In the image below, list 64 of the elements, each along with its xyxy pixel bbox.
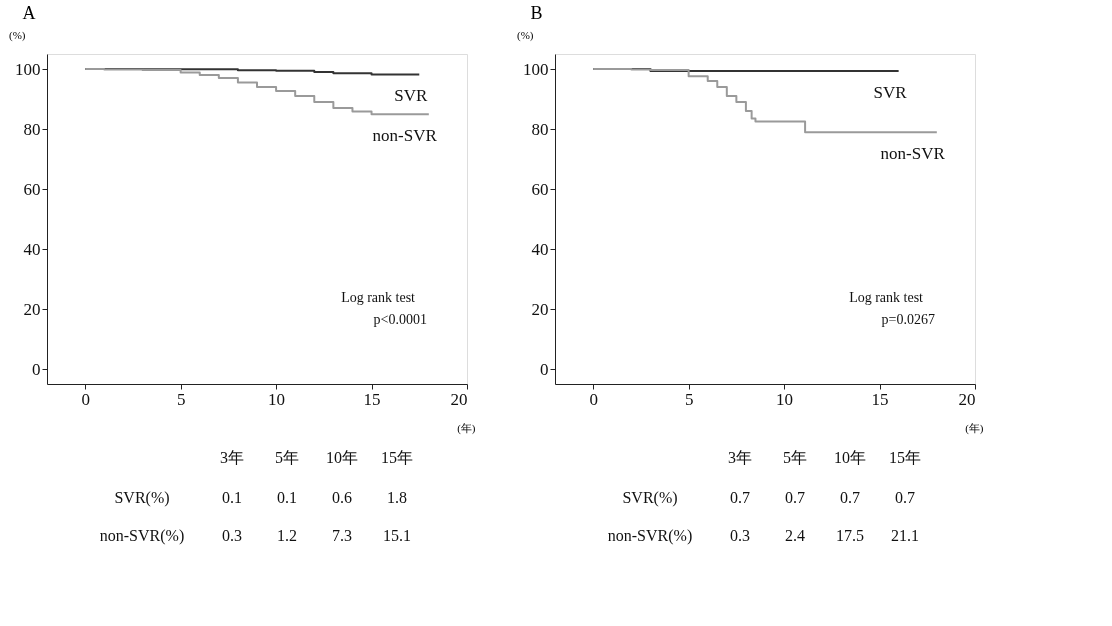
text: 5年 [275,449,299,466]
y-tick-label: 20 [531,299,549,319]
y-tick-label: 60 [23,179,41,199]
annotation: Log rank test [849,290,924,306]
text: 0.7 [840,489,860,506]
x-tick-label: 15 [363,389,381,409]
series-label: non-SVR [372,126,438,146]
text: 0.1 [222,489,242,506]
annotation: p<0.0001 [373,312,427,328]
text: 21.1 [891,527,919,544]
x-axis-title: (年) [965,421,984,435]
series-label: SVR [873,83,908,103]
y-tick-label: 20 [23,299,41,319]
text: 1.2 [277,527,297,544]
text: 0.1 [277,489,297,506]
y-tick-label: 40 [23,239,41,259]
text: 15.1 [383,527,411,544]
text: 0.3 [730,527,750,544]
text: 7.3 [332,527,352,544]
y-tick-label: 0 [540,359,549,379]
text: non-SVR(%) [99,527,185,545]
x-tick-label: 0 [589,389,598,409]
text: 0.3 [222,527,242,544]
text: 1.8 [387,489,407,506]
text: 3年 [728,449,752,466]
y-tick-label: 40 [531,239,549,259]
y-tick-label: 100 [15,59,41,79]
text: SVR(%) [622,489,678,507]
x-tick-label: 15 [871,389,889,409]
series-label: SVR [394,86,428,106]
y-tick-label: 100 [523,59,549,79]
chart-title: A [22,3,36,23]
x-axis-title: (年) [457,421,476,435]
y-axis-title: (%) [9,28,26,42]
y-tick-label: 80 [531,119,549,139]
series-label: non-SVR [880,144,946,164]
text: 2.4 [785,527,805,544]
y-tick-label: 60 [531,179,549,199]
y-tick-label: 80 [23,119,41,139]
x-tick-label: 10 [776,389,794,409]
x-tick-label: 10 [268,389,286,409]
text: 3年 [220,449,244,466]
text: 17.5 [836,527,864,544]
chart-title: B [530,3,543,23]
x-tick-label: 20 [450,389,468,409]
text: 15年 [381,449,413,466]
x-tick-label: 20 [958,389,976,409]
text: 0.7 [785,489,805,506]
text: 5年 [783,449,807,466]
text: 0.6 [332,489,352,506]
y-tick-label: 0 [32,359,41,379]
text: 0.7 [730,489,750,506]
x-tick-label: 5 [684,389,694,409]
x-tick-label: 0 [81,389,90,409]
text: SVR(%) [114,489,170,507]
text: 15年 [889,449,921,466]
text: 0.7 [895,489,915,506]
text: 10年 [834,449,866,466]
text: 10年 [326,449,358,466]
annotation: Log rank test [341,290,416,306]
y-axis-title: (%) [517,28,534,42]
x-tick-label: 5 [176,389,186,409]
annotation: p=0.0267 [881,312,935,328]
text: non-SVR(%) [607,527,693,545]
